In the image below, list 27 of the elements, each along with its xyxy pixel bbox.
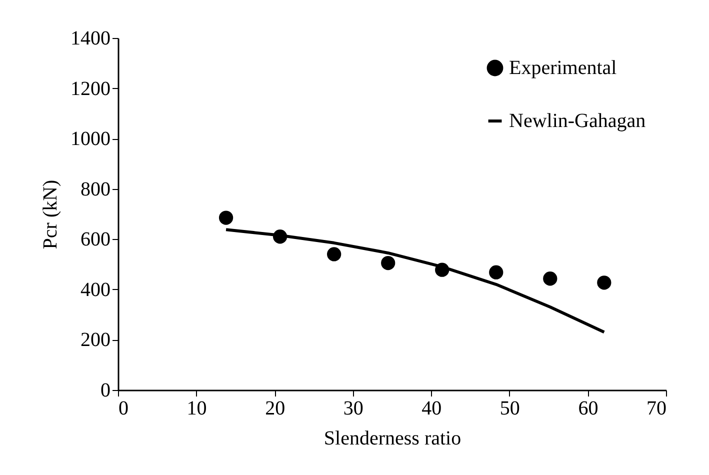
y-tick-label: 400 — [80, 278, 110, 301]
y-tick-label: 600 — [80, 228, 110, 251]
x-tick-label: 10 — [186, 398, 207, 420]
point — [489, 265, 504, 280]
x-tick-label: 40 — [422, 398, 442, 420]
y-tick-label: 1200 — [70, 78, 110, 100]
y-tick-label: 800 — [80, 178, 110, 200]
x-tick-label: 60 — [578, 398, 598, 420]
point — [327, 247, 342, 262]
point — [218, 210, 234, 225]
legend-label: Newlin-Gahagan — [509, 110, 646, 132]
point — [597, 276, 612, 290]
y-tick-label: 1000 — [70, 128, 110, 150]
y-tick-label: 0 — [100, 380, 110, 402]
x-tick-label: 30 — [343, 398, 364, 420]
x-axis-title: Slenderness ratio — [324, 428, 462, 450]
x-tick-label: 70 — [646, 398, 666, 420]
legend-label: Experimental — [509, 57, 618, 79]
point — [543, 272, 558, 286]
line-series — [224, 228, 606, 334]
y-tick-label: 1400 — [70, 28, 110, 50]
y-tick-label: 200 — [80, 329, 110, 352]
x-tick-label: 0 — [118, 398, 128, 420]
point — [381, 256, 396, 270]
y-axis-title: Pcr (kN) — [40, 180, 62, 250]
x-tick-label: 50 — [500, 398, 520, 420]
x-tick-label: 20 — [265, 398, 286, 420]
